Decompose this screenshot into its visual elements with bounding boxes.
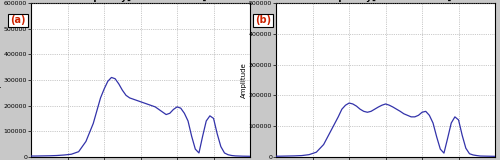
Y-axis label: Amplitude: Amplitude: [0, 62, 2, 98]
Title: Frequency[Trend 0-60 HZ]: Frequency[Trend 0-60 HZ]: [320, 0, 452, 2]
Text: (a): (a): [10, 16, 26, 25]
Title: Frequency[Trend 0-60 HZ]: Frequency[Trend 0-60 HZ]: [74, 0, 207, 2]
Y-axis label: Amplitude: Amplitude: [242, 62, 248, 98]
Text: (b): (b): [255, 16, 271, 25]
